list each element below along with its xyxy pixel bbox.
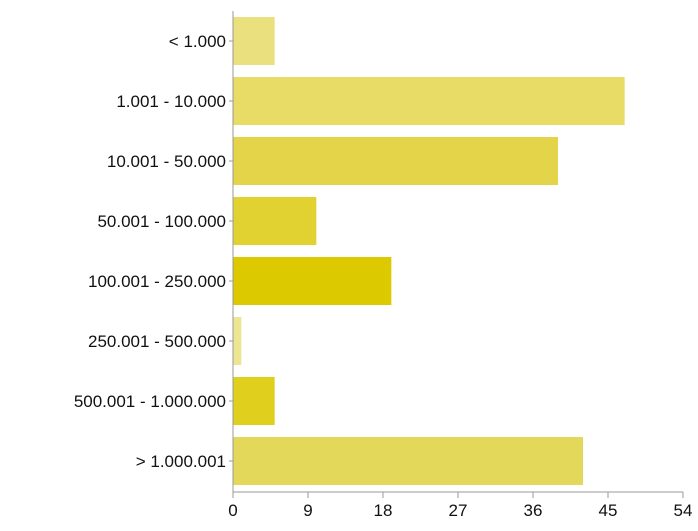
- category-label-5: 250.001 - 500.000: [88, 332, 226, 351]
- category-labels: < 1.000 1.001 - 10.000 10.001 - 50.000 50.0…: [74, 32, 233, 471]
- bars-group: [233, 17, 625, 485]
- category-label-7: > 1.000.001: [136, 452, 226, 471]
- bar-6: [233, 377, 275, 425]
- category-label-2: 10.001 - 50.000: [107, 152, 226, 171]
- category-label-6: 500.001 - 1.000.000: [74, 392, 226, 411]
- x-tick-label-0: 0: [228, 501, 237, 520]
- x-tick-label-5: 45: [599, 501, 618, 520]
- x-tick-label-2: 18: [374, 501, 393, 520]
- x-tick-label-3: 27: [449, 501, 468, 520]
- bar-3: [233, 197, 317, 245]
- bar-7: [233, 437, 583, 485]
- bar-5: [233, 317, 242, 365]
- bar-0: [233, 17, 275, 65]
- bar-1: [233, 77, 625, 125]
- bar-4: [233, 257, 392, 305]
- category-label-0: < 1.000: [169, 32, 226, 51]
- bar-2: [233, 137, 558, 185]
- x-axis-ticks: 0 9 18 27 36 45 54: [228, 492, 692, 520]
- x-tick-label-1: 9: [303, 501, 312, 520]
- category-label-1: 1.001 - 10.000: [116, 92, 226, 111]
- category-label-4: 100.001 - 250.000: [88, 272, 226, 291]
- x-tick-label-4: 36: [524, 501, 543, 520]
- category-label-3: 50.001 - 100.000: [97, 212, 226, 231]
- x-tick-label-6: 54: [674, 501, 693, 520]
